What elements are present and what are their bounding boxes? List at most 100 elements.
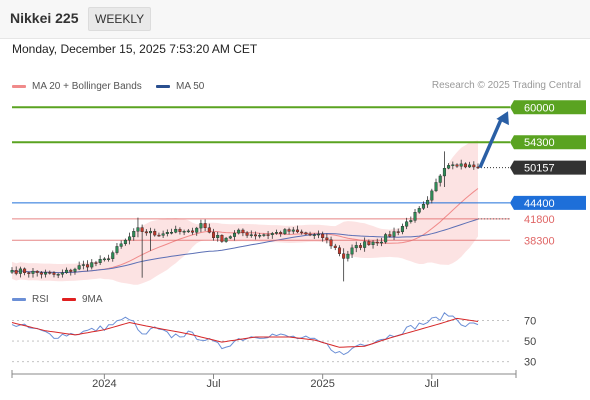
candle-107 [459,159,463,170]
candle-body [69,269,73,272]
x-tick-label-2025: 2025 [310,378,334,390]
rsi-swatch [12,298,26,301]
candle-37 [165,229,169,237]
candle-106 [455,163,459,168]
candle-body [375,241,379,244]
candle-71 [308,231,312,237]
candle-52 [228,235,232,240]
legend-rsi-ma: 9MA [62,294,103,305]
chart-header: Nikkei 225 WEEKLY [0,0,590,39]
candle-body [182,231,186,233]
candle-20 [94,260,98,267]
candle-46 [203,219,207,232]
candle-79 [342,248,346,282]
candle-80 [346,250,350,262]
candle-93 [400,223,404,235]
candle-body [56,274,60,276]
candle-56 [245,231,249,238]
candle-body [241,229,245,234]
candle-109 [468,161,472,168]
candle-10 [52,271,56,278]
candle-81 [350,244,354,258]
candle-body [438,175,442,183]
candle-body [346,253,350,259]
candle-53 [233,230,237,241]
candle-body [203,223,207,228]
candle-19 [90,259,94,270]
last-price-label: 50157 [524,163,555,175]
candle-body [337,247,341,254]
candle-54 [237,228,241,235]
candle-41 [182,229,186,236]
candle-body [350,247,354,255]
candle-body [111,252,115,259]
candle-67 [291,227,295,234]
candle-body [384,234,388,243]
candle-99 [426,196,430,208]
candle-98 [421,201,425,211]
candle-body [472,164,476,168]
rsi-ma-swatch [62,298,76,301]
candle-body [358,245,362,248]
candle-68 [295,225,299,234]
legend-ma20-label: MA 20 + Bollinger Bands [32,81,142,92]
legend-rsi-ma-label: 9MA [82,294,103,305]
candle-88 [379,237,383,247]
candle-5 [31,268,35,278]
candle-15 [73,267,77,275]
bollinger-band [12,140,478,285]
rsi-ma-line [11,317,479,348]
last-price-tag [510,160,586,175]
candle-body [354,245,358,249]
candle-105 [451,161,455,170]
candle-body [304,232,308,235]
candle-body [287,229,291,232]
candle-11 [56,273,60,279]
candle-89 [384,232,388,244]
x-tick-label-2024: 2024 [92,378,116,390]
candle-26 [119,240,123,249]
candle-48 [212,228,216,241]
candle-body [237,229,241,234]
candle-9 [48,270,52,275]
timeframe-button[interactable]: WEEKLY [88,7,152,31]
candle-body [52,272,56,275]
candle-100 [430,188,434,204]
ma20-swatch [12,85,26,88]
candle-body [396,231,400,233]
candle-14 [69,268,73,276]
candle-body [300,231,304,234]
candle-91 [392,227,396,240]
candle-body [107,258,111,260]
candle-111 [476,163,480,169]
candle-body [186,230,190,233]
candle-23 [107,254,111,262]
candle-body [363,241,367,248]
candle-50 [220,234,224,243]
candle-76 [329,236,333,249]
candle-12 [60,269,64,278]
rsi-tick-30: 30 [524,357,536,369]
candle-94 [405,217,409,230]
candle-body [308,233,312,236]
candle-83 [358,242,362,251]
candle-43 [191,227,195,235]
candle-body [157,234,161,237]
candle-90 [388,230,392,238]
candle-59 [258,232,262,239]
candle-body [228,236,232,239]
candle-21 [98,255,102,266]
level-tag-44400 [510,195,586,210]
candle-body [94,262,98,264]
x-tick-label-Jul: Jul [425,378,439,390]
candle-body [31,270,35,274]
candle-57 [249,230,253,238]
candle-body [174,228,178,233]
candle-72 [312,232,316,239]
candle-51 [224,236,228,243]
candle-body [144,231,148,234]
candle-body [405,221,409,227]
candle-body [333,245,337,248]
candle-body [132,231,136,238]
candle-69 [300,229,304,235]
